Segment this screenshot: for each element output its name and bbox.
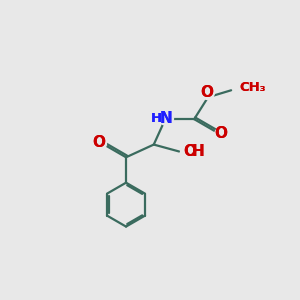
- Text: O: O: [200, 85, 213, 100]
- Text: CH₃: CH₃: [239, 82, 266, 94]
- Text: O: O: [183, 144, 196, 159]
- Text: H: H: [151, 112, 162, 124]
- Text: O: O: [200, 85, 213, 100]
- Text: O: O: [183, 144, 196, 159]
- Text: H: H: [151, 112, 162, 124]
- Text: N: N: [160, 110, 173, 125]
- Text: O: O: [92, 135, 106, 150]
- Text: O: O: [92, 135, 106, 150]
- Text: O: O: [215, 126, 228, 141]
- Text: CH₃: CH₃: [239, 82, 266, 94]
- Text: O: O: [215, 126, 228, 141]
- Text: H: H: [191, 144, 204, 159]
- Text: N: N: [160, 110, 173, 125]
- Text: H: H: [191, 144, 204, 159]
